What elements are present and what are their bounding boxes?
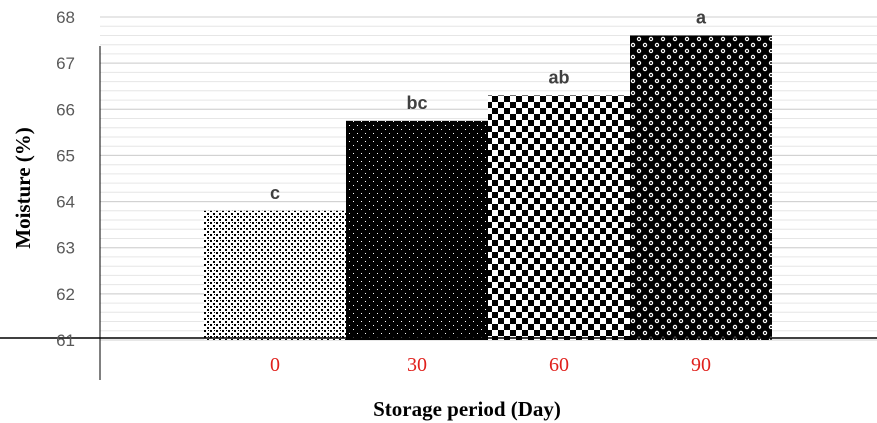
x-axis-title: Storage period (Day) <box>373 397 561 421</box>
y-tick-label: 65 <box>56 146 75 165</box>
y-tick-labels: 61 62 63 64 65 66 67 68 <box>56 8 75 350</box>
y-tick-label: 62 <box>56 285 75 304</box>
data-label-30: bc <box>406 93 427 113</box>
bars <box>204 35 772 340</box>
axes <box>0 46 877 380</box>
data-label-90: a <box>696 7 707 27</box>
x-tick-label: 30 <box>407 354 427 376</box>
y-tick-label: 61 <box>56 331 75 350</box>
x-tick-label: 60 <box>549 354 569 376</box>
y-tick-label: 64 <box>56 193 75 212</box>
bar-0 <box>204 210 346 340</box>
data-label-60: ab <box>548 67 569 87</box>
y-tick-label: 66 <box>56 100 75 119</box>
bar-60 <box>488 95 630 340</box>
y-tick-label: 67 <box>56 54 75 73</box>
x-tick-label: 0 <box>270 354 280 376</box>
y-axis-title: Moisture (%) <box>11 127 35 249</box>
x-tick-labels: 0 30 60 90 <box>270 354 711 376</box>
y-tick-label: 68 <box>56 8 75 27</box>
x-tick-label: 90 <box>691 354 711 376</box>
data-labels: c bc ab a <box>270 7 707 202</box>
data-label-0: c <box>270 183 280 203</box>
bar-90 <box>630 35 772 340</box>
bar-30 <box>346 120 488 340</box>
y-tick-label: 63 <box>56 239 75 258</box>
